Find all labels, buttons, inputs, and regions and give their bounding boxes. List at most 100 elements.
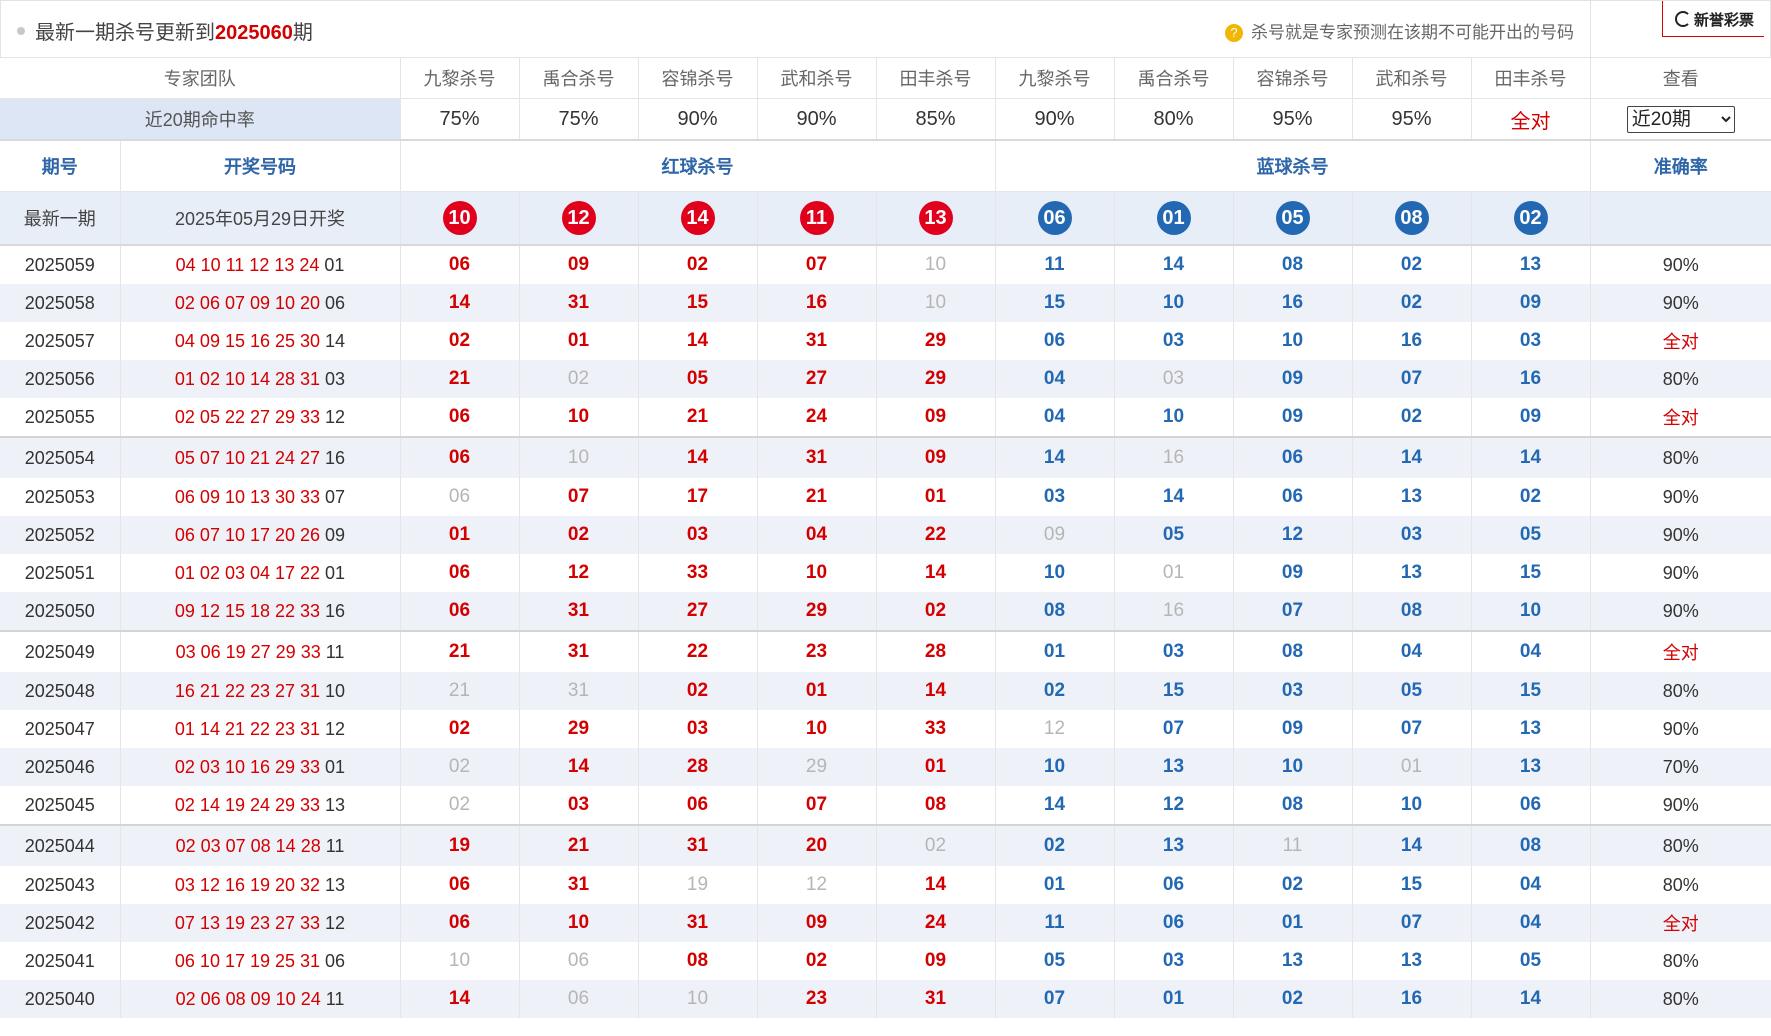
expert-name: 容锦杀号: [1233, 58, 1353, 99]
period-cell: 2025052: [0, 516, 121, 554]
red-kill-number: 07: [757, 786, 877, 825]
red-kill-number: 09: [876, 436, 996, 478]
red-kill-number: 06: [400, 592, 520, 631]
blue-kill-number: 10: [1352, 786, 1472, 825]
red-kill-number: 02: [757, 942, 877, 980]
blue-kill-number-missed: 16: [1114, 436, 1234, 478]
table-row: 2025045 02 14 19 24 29 33 13 02 03 06 07 08 14 12…: [0, 786, 1771, 825]
top-bar: 最新一期杀号更新到2025060期 ? 杀号就是专家预测在该期不可能开出的号码 新…: [0, 0, 1771, 59]
hit-rate: 85%: [876, 98, 996, 141]
blue-kill-number: 13: [1352, 554, 1472, 592]
red-kill-number: 09: [876, 942, 996, 980]
red-kill-number: 06: [400, 866, 520, 904]
expert-name: 武和杀号: [757, 58, 877, 99]
red-kill-number: 14: [876, 866, 996, 904]
brand-logo[interactable]: 新誉彩票: [1661, 1, 1764, 37]
blue-kill-number: 02: [1352, 245, 1472, 284]
blue-kill-number: 14: [1114, 478, 1234, 516]
red-ball: 11: [799, 201, 834, 235]
draw-red-numbers: 02 06 08 09 10 24: [175, 988, 321, 1009]
brand-box: 新誉彩票: [1590, 1, 1770, 59]
accuracy-cell: 90%: [1662, 718, 1699, 739]
accuracy-cell: 全对: [1590, 630, 1771, 672]
blue-kill-number: 08: [1233, 786, 1353, 825]
blue-ball-cell: 08: [1352, 191, 1472, 246]
accuracy-cell: 80%: [1662, 950, 1699, 971]
red-ball: 12: [561, 201, 596, 235]
red-kill-number: 31: [638, 904, 758, 942]
period-cell: 2025054: [0, 436, 121, 478]
accuracy-cell: 90%: [1662, 562, 1699, 583]
red-kill-number: 08: [638, 942, 758, 980]
period-header: 期号: [0, 140, 121, 192]
red-kill-header: 红球杀号: [400, 140, 996, 192]
blue-kill-number: 14: [1352, 436, 1472, 478]
period-cell: 2025046: [0, 748, 121, 786]
blue-kill-number: 13: [1114, 824, 1234, 866]
blue-kill-number: 02: [995, 824, 1115, 866]
table-row: 2025058 02 06 07 09 10 20 06 14 31 15 16 10 15 10…: [0, 284, 1771, 322]
red-kill-number: 33: [876, 710, 996, 748]
accuracy-cell: 90%: [1590, 516, 1771, 554]
blue-kill-number: 07: [995, 980, 1115, 1018]
period-range-select[interactable]: 近20期: [1626, 105, 1735, 133]
red-kill-number: 14: [638, 322, 758, 360]
red-ball-cell: 14: [638, 191, 758, 246]
expert-name: 田丰杀号: [876, 58, 996, 99]
blue-kill-number: 09: [1471, 398, 1591, 437]
red-kill-number: 10: [757, 554, 877, 592]
blue-kill-number: 08: [1352, 592, 1472, 631]
blue-kill-number: 08: [1471, 824, 1591, 866]
blue-kill-number: 03: [1114, 322, 1234, 360]
period-cell: 2025040: [0, 980, 121, 1018]
period-cell: 2025043: [0, 866, 121, 904]
blue-kill-number: 01: [995, 630, 1115, 672]
draw-numbers-cell: 02 05 22 27 29 33 12: [120, 398, 401, 437]
draw-red-numbers: 03 12 16 19 20 32: [174, 874, 321, 895]
blue-kill-number: 10: [995, 554, 1115, 592]
period-cell: 2025050: [0, 592, 121, 631]
hit-rate: 95%: [1233, 98, 1353, 141]
red-kill-number: 01: [400, 516, 520, 554]
draw-red-numbers: 03 06 19 27 29 33: [175, 641, 321, 662]
blue-kill-number-missed: 12: [995, 710, 1115, 748]
red-kill-number: 07: [519, 478, 639, 516]
blue-kill-number: 10: [1233, 748, 1353, 786]
draw-numbers-cell: 16 21 22 23 27 31 10: [120, 672, 401, 710]
latest-prediction-row: 最新一期 2025年05月29日开奖 10 12 14 11 13 06 01 …: [0, 191, 1771, 246]
draw-numbers-cell: 02 03 07 08 14 28 11: [120, 824, 401, 866]
red-ball-cell: 13: [876, 191, 996, 246]
draw-blue-number: 16: [325, 447, 346, 468]
blue-kill-number: 04: [1471, 866, 1591, 904]
blue-kill-number: 15: [1114, 672, 1234, 710]
blue-kill-number: 10: [1114, 398, 1234, 437]
blue-ball: 08: [1394, 201, 1429, 235]
blue-kill-number: 03: [1352, 516, 1472, 554]
red-kill-number: 31: [757, 322, 877, 360]
draw-red-numbers: 04 09 15 16 25 30: [174, 330, 321, 351]
latest-label: 最新一期: [0, 191, 121, 246]
expert-name: 禹合杀号: [1114, 58, 1234, 99]
red-kill-number: 06: [400, 436, 520, 478]
question-icon[interactable]: ?: [1225, 24, 1243, 42]
red-ball: 13: [918, 201, 953, 235]
red-kill-number: 01: [519, 322, 639, 360]
blue-kill-number: 10: [995, 748, 1115, 786]
red-kill-number: 10: [519, 904, 639, 942]
red-kill-number: 31: [519, 630, 639, 672]
blue-kill-number: 02: [995, 672, 1115, 710]
blue-kill-number: 05: [995, 942, 1115, 980]
red-kill-number: 14: [400, 284, 520, 322]
red-kill-number-missed: 29: [757, 748, 877, 786]
red-kill-number: 09: [876, 398, 996, 437]
accuracy-cell: 90%: [1662, 486, 1699, 507]
red-kill-number: 29: [876, 322, 996, 360]
page-title: 最新一期杀号更新到2025060期: [35, 22, 313, 44]
blue-kill-number: 13: [1114, 748, 1234, 786]
draw-red-numbers: 02 03 07 08 14 28: [175, 835, 321, 856]
red-kill-number: 21: [519, 824, 639, 866]
accuracy-cell: 90%: [1662, 254, 1699, 275]
draw-numbers-cell: 02 06 08 09 10 24 11: [120, 980, 401, 1018]
red-kill-number: 02: [638, 245, 758, 284]
blue-ball: 02: [1513, 201, 1548, 235]
